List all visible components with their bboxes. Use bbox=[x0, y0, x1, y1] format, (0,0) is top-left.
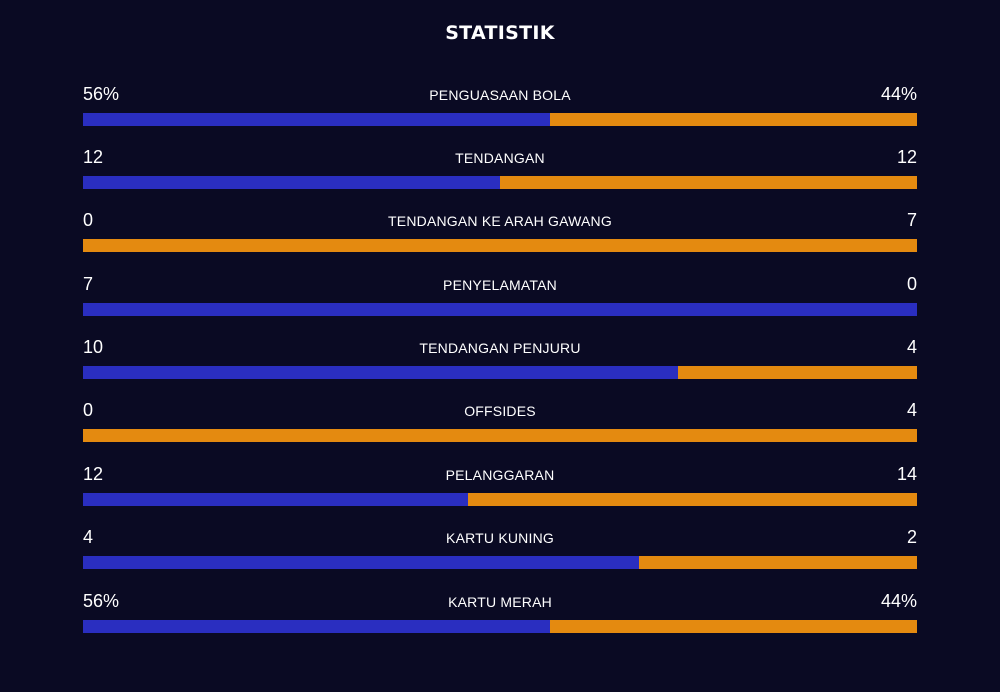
away-share-bar bbox=[83, 239, 917, 252]
away-share-bar bbox=[500, 176, 917, 189]
home-value: 0 bbox=[83, 400, 94, 420]
away-value: 44% bbox=[880, 591, 917, 611]
stat-values: 4 KARTU KUNING 2 bbox=[83, 525, 917, 549]
home-value: 12 bbox=[83, 147, 104, 167]
stat-label: PENGUASAAN BOLA bbox=[429, 87, 571, 103]
stat-values: 0 OFFSIDES 4 bbox=[83, 398, 917, 422]
stat-row-offsides: 0 OFFSIDES 4 bbox=[83, 398, 917, 450]
stat-values: 7 PENYELAMATAN 0 bbox=[83, 272, 917, 296]
comparison-bar bbox=[83, 303, 917, 316]
stat-row-red-cards: 56% KARTU MERAH 44% bbox=[83, 589, 917, 641]
home-value: 56% bbox=[83, 591, 120, 611]
home-share-bar bbox=[83, 113, 551, 126]
stat-label: TENDANGAN KE ARAH GAWANG bbox=[388, 213, 612, 229]
stat-row-shots-on-target: 0 TENDANGAN KE ARAH GAWANG 7 bbox=[83, 208, 917, 260]
stat-values: 12 PELANGGARAN 14 bbox=[83, 462, 917, 486]
stat-label: OFFSIDES bbox=[464, 403, 536, 419]
comparison-bar bbox=[83, 620, 917, 633]
comparison-bar bbox=[83, 366, 917, 379]
home-share-bar bbox=[83, 620, 551, 633]
stat-values: 12 TENDANGAN 12 bbox=[83, 145, 917, 169]
comparison-bar bbox=[83, 429, 917, 442]
comparison-bar bbox=[83, 239, 917, 252]
stat-label: TENDANGAN bbox=[455, 150, 545, 166]
away-value: 44% bbox=[880, 84, 917, 104]
stat-values: 56% KARTU MERAH 44% bbox=[83, 589, 917, 613]
stat-row-yellow-cards: 4 KARTU KUNING 2 bbox=[83, 525, 917, 577]
away-share-bar bbox=[550, 620, 917, 633]
away-share-bar bbox=[639, 556, 917, 569]
comparison-bar bbox=[83, 113, 917, 126]
home-share-bar bbox=[83, 303, 917, 316]
away-value: 7 bbox=[906, 210, 917, 230]
stat-label: KARTU MERAH bbox=[448, 594, 552, 610]
statistics-title: STATISTIK bbox=[445, 22, 555, 44]
away-share-bar bbox=[468, 493, 917, 506]
stat-values: 10 TENDANGAN PENJURU 4 bbox=[83, 335, 917, 359]
away-value: 14 bbox=[896, 464, 917, 484]
away-share-bar bbox=[550, 113, 917, 126]
away-value: 0 bbox=[906, 274, 917, 294]
away-share-bar bbox=[678, 366, 917, 379]
stat-row-corners: 10 TENDANGAN PENJURU 4 bbox=[83, 335, 917, 387]
stat-row-saves: 7 PENYELAMATAN 0 bbox=[83, 272, 917, 324]
comparison-bar bbox=[83, 556, 917, 569]
home-value: 0 bbox=[83, 210, 94, 230]
home-value: 4 bbox=[83, 527, 94, 547]
away-value: 4 bbox=[906, 337, 917, 357]
home-value: 12 bbox=[83, 464, 104, 484]
stat-row-shots: 12 TENDANGAN 12 bbox=[83, 145, 917, 197]
away-share-bar bbox=[83, 429, 917, 442]
away-value: 2 bbox=[906, 527, 917, 547]
stat-label: TENDANGAN PENJURU bbox=[419, 340, 581, 356]
home-share-bar bbox=[83, 556, 640, 569]
comparison-bar bbox=[83, 176, 917, 189]
stat-values: 56% PENGUASAAN BOLA 44% bbox=[83, 82, 917, 106]
home-value: 7 bbox=[83, 274, 94, 294]
stat-label: PENYELAMATAN bbox=[443, 277, 557, 293]
comparison-bar bbox=[83, 493, 917, 506]
stat-values: 0 TENDANGAN KE ARAH GAWANG 7 bbox=[83, 208, 917, 232]
home-share-bar bbox=[83, 493, 469, 506]
stat-label: KARTU KUNING bbox=[446, 530, 554, 546]
stat-label: PELANGGARAN bbox=[445, 467, 555, 483]
stat-row-fouls: 12 PELANGGARAN 14 bbox=[83, 462, 917, 514]
home-value: 10 bbox=[83, 337, 104, 357]
home-share-bar bbox=[83, 366, 679, 379]
away-value: 4 bbox=[906, 400, 917, 420]
stat-row-possession: 56% PENGUASAAN BOLA 44% bbox=[83, 82, 917, 134]
home-value: 56% bbox=[83, 84, 120, 104]
away-value: 12 bbox=[896, 147, 917, 167]
home-share-bar bbox=[83, 176, 500, 189]
